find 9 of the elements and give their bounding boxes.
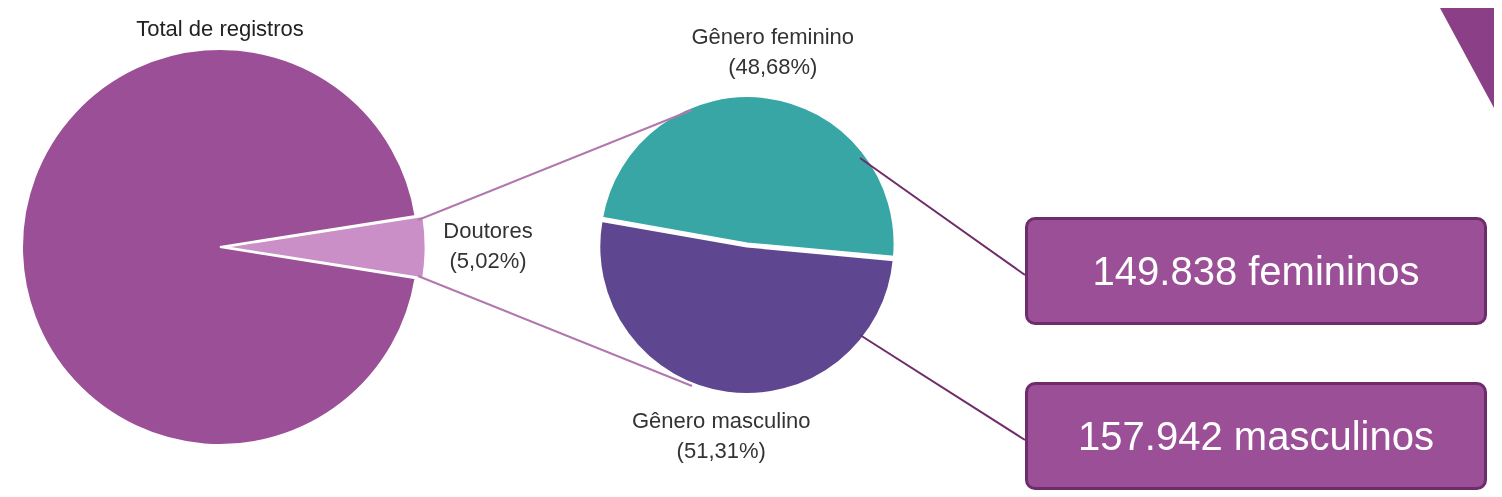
text: 149.838 femininos: [1025, 217, 1487, 325]
slice-label: Gênero feminino: [691, 23, 855, 49]
slice-label: Doutores: [443, 218, 533, 244]
data-label: (5,02%): [449, 248, 527, 274]
data-label: (51,31%): [676, 438, 766, 464]
text: 157.942 masculinos: [1025, 382, 1487, 490]
data-label: (48,68%): [728, 53, 818, 79]
slice-label: Gênero masculino: [631, 408, 811, 434]
chart-title: Total de registros: [136, 16, 304, 42]
